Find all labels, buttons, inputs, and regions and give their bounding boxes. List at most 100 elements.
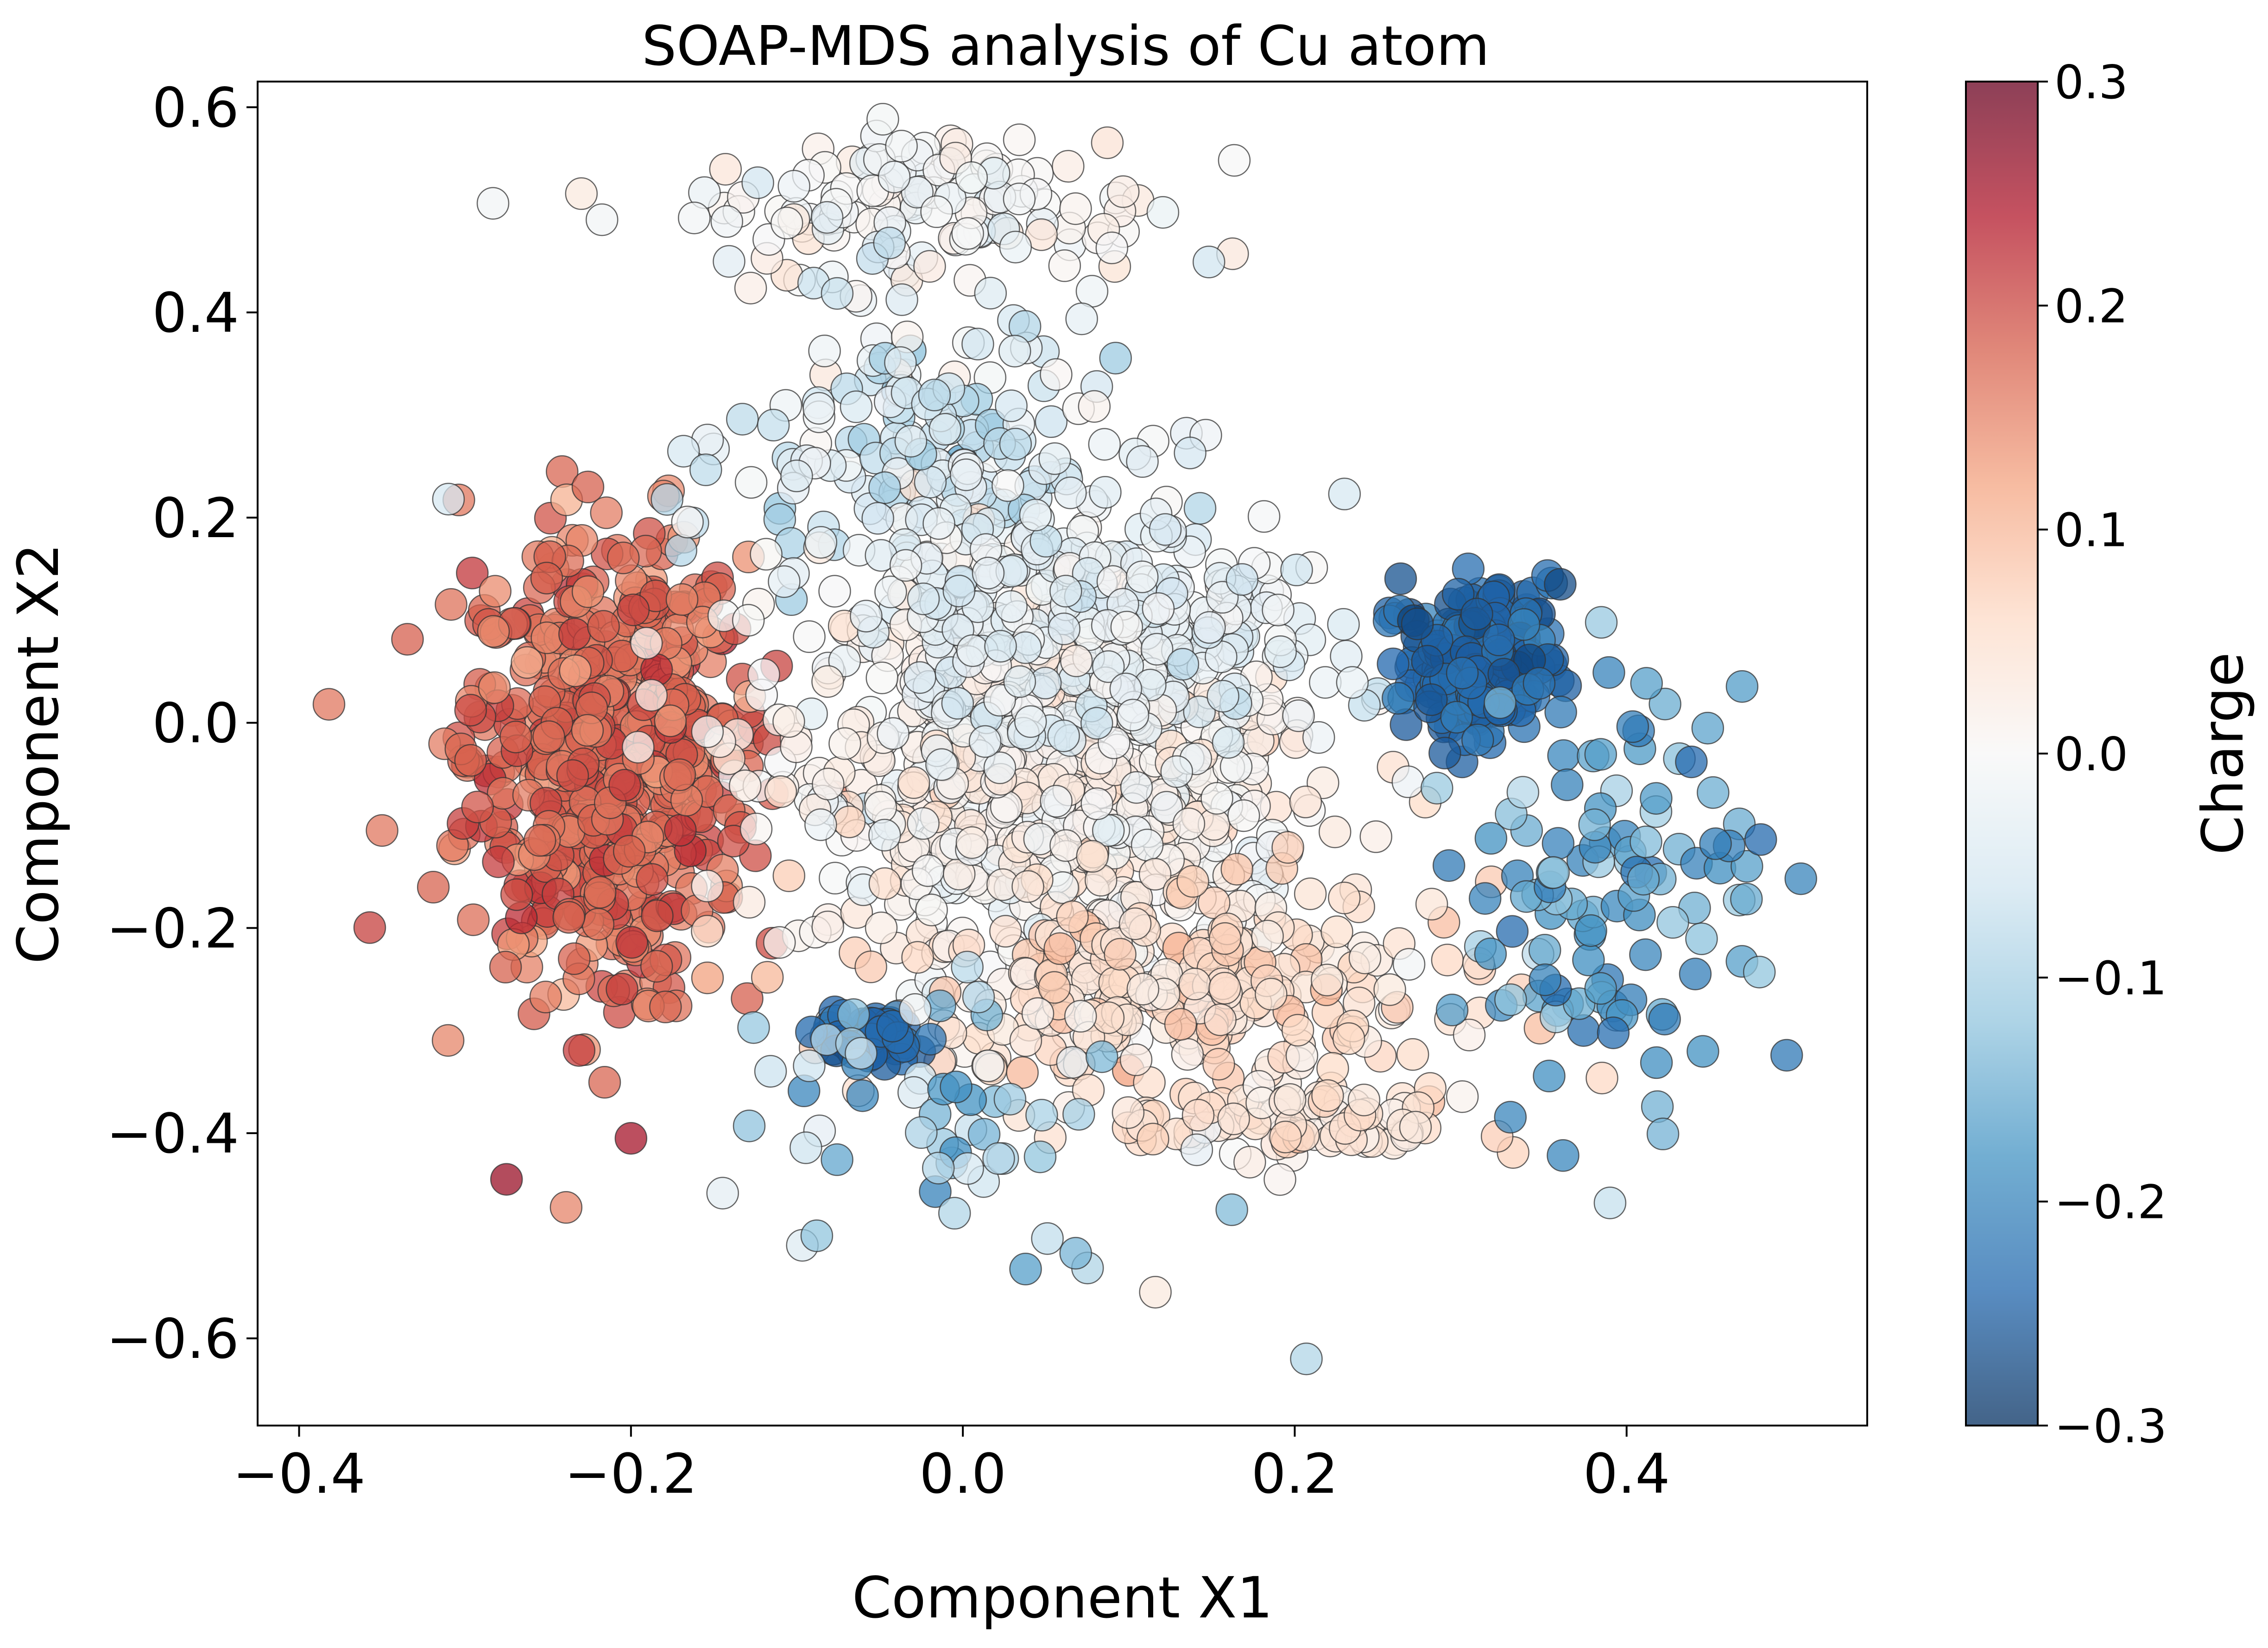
data-point [490,1163,523,1196]
data-point [1640,1046,1673,1079]
data-point [1784,862,1817,895]
data-point [922,507,955,540]
data-point [691,715,724,748]
data-point [1273,1083,1307,1116]
data-point [664,814,697,847]
data-point [1233,1146,1266,1179]
data-point [734,272,767,304]
colorbar-tick-label: 0.2 [2054,279,2128,333]
data-point [802,392,835,425]
data-point [456,557,489,589]
data-point [556,759,589,792]
data-point [1192,246,1226,279]
data-point [1131,829,1164,862]
data-point [1484,686,1516,719]
data-point [651,483,683,516]
data-point [585,203,619,236]
data-point [729,769,762,802]
data-point [750,538,783,571]
data-point [747,658,780,691]
data-point [1048,612,1080,646]
data-point [1183,695,1216,729]
data-point [1646,1117,1680,1151]
data-point [417,871,450,904]
data-point [1529,963,1562,996]
data-point [1336,666,1369,699]
data-point [1056,900,1089,933]
data-point [1227,799,1260,832]
data-point [1281,1014,1314,1047]
data-point [898,993,932,1026]
data-point [1328,477,1361,511]
data-point [726,403,759,436]
data-point [1217,1103,1250,1135]
data-point [489,951,522,984]
data-point [1656,906,1689,939]
data-point [649,990,682,1024]
data-point [1282,699,1315,732]
data-point [353,911,386,944]
data-point [1193,611,1226,644]
data-point [1396,1038,1429,1071]
data-point [1118,907,1152,940]
data-point [1567,1014,1600,1047]
data-point [772,859,806,892]
data-point [1544,568,1577,601]
data-point [1052,150,1085,183]
data-point [1088,428,1121,461]
data-point [706,1177,739,1210]
data-point [940,1071,973,1103]
data-point [1401,607,1434,640]
data-point [1578,808,1611,841]
data-point [678,201,711,235]
data-point [1176,865,1209,898]
data-point [640,950,673,983]
data-point [800,1219,834,1252]
data-point [780,459,813,493]
data-point [1139,1275,1172,1309]
data-point [671,506,704,539]
data-point [1202,1047,1235,1081]
data-point [1494,983,1527,1016]
data-point [1264,1163,1296,1196]
data-point [1311,1079,1344,1112]
data-point [477,615,510,648]
data-point [903,661,936,694]
data-point [636,863,669,896]
x-tick-label: 0.0 [919,1442,1006,1506]
data-point [1178,968,1211,1001]
data-point [1146,196,1180,229]
data-point [691,961,724,995]
data-point [552,901,585,934]
data-point [1078,390,1111,423]
data-point [741,166,774,199]
x-axis: −0.4 −0.2 0.0 0.2 0.4 [233,1426,1670,1506]
data-point [1392,948,1426,981]
data-point [1060,644,1093,678]
data-point [873,226,906,260]
data-point [587,610,620,643]
data-point [846,1079,879,1112]
data-point [770,207,803,240]
data-point [1181,1099,1215,1132]
data-point [461,790,494,824]
data-point [1149,513,1182,546]
data-point [877,717,910,750]
data-point [1110,610,1143,644]
data-point [391,623,424,656]
data-point [1208,922,1242,955]
data-point [550,1191,583,1224]
data-point [558,942,591,975]
data-point [1095,231,1129,265]
y-tick-label: 0.2 [152,486,239,550]
data-point [667,435,700,468]
data-point [710,205,743,238]
data-point [878,160,911,194]
y-tick-label: 0.4 [152,281,239,345]
data-point [1328,881,1361,914]
data-point [581,908,615,941]
data-point [1215,1193,1248,1226]
data-point [951,951,984,983]
data-point [663,758,696,792]
